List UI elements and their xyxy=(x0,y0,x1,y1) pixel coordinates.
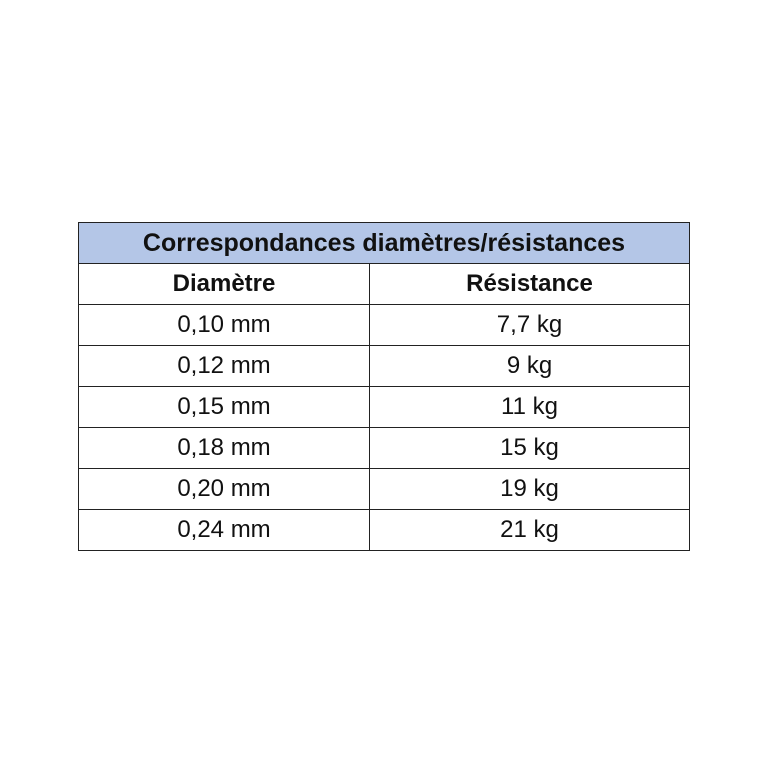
diameter-cell: 0,10 mm xyxy=(78,304,370,346)
diameter-cell: 0,12 mm xyxy=(78,345,370,387)
table-row: 0,10 mm 7,7 kg xyxy=(78,304,690,346)
resistance-cell: 7,7 kg xyxy=(369,304,690,346)
diameter-cell: 0,24 mm xyxy=(78,509,370,551)
table-row: 0,24 mm 21 kg xyxy=(78,509,690,551)
table-row: 0,20 mm 19 kg xyxy=(78,468,690,510)
diameter-cell: 0,15 mm xyxy=(78,386,370,428)
resistance-cell: 15 kg xyxy=(369,427,690,469)
diameter-resistance-table: Correspondances diamètres/résistances Di… xyxy=(78,222,690,551)
column-header-diameter: Diamètre xyxy=(78,263,370,305)
table-title: Correspondances diamètres/résistances xyxy=(78,222,690,264)
column-header-resistance: Résistance xyxy=(369,263,690,305)
resistance-cell: 11 kg xyxy=(369,386,690,428)
table-row: 0,18 mm 15 kg xyxy=(78,427,690,469)
diameter-cell: 0,20 mm xyxy=(78,468,370,510)
resistance-cell: 21 kg xyxy=(369,509,690,551)
table-row: 0,12 mm 9 kg xyxy=(78,345,690,387)
resistance-cell: 9 kg xyxy=(369,345,690,387)
resistance-cell: 19 kg xyxy=(369,468,690,510)
diameter-cell: 0,18 mm xyxy=(78,427,370,469)
table-row: 0,15 mm 11 kg xyxy=(78,386,690,428)
